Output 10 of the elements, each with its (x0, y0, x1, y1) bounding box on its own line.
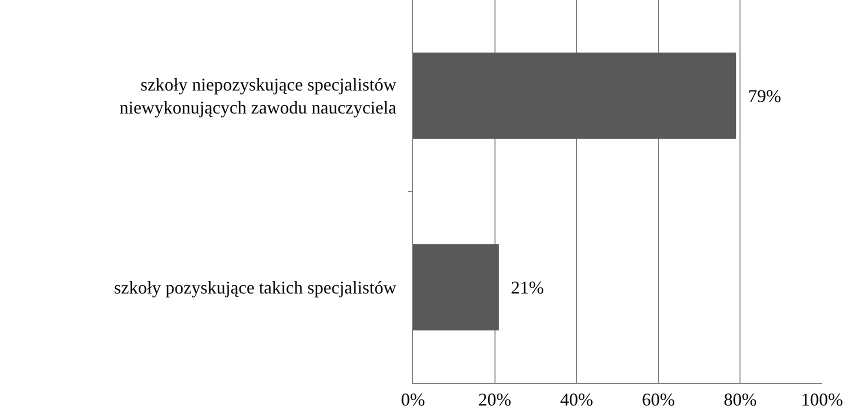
data-label: 21% (502, 277, 544, 298)
y-tick-label: szkoły pozyskujące takich specjalistów (114, 278, 396, 298)
x-tick-label: 80% (724, 390, 757, 409)
x-tick-label: 0% (401, 390, 425, 409)
x-tick-label: 40% (560, 390, 594, 409)
y-tick-label: szkoły niepozyskujące specjalistów niewykonujących zawodu nauczyciela (120, 74, 396, 118)
x-tick-label: 60% (642, 390, 675, 409)
data-label: 79% (739, 86, 782, 106)
x-tick-label: 20% (478, 390, 512, 409)
x-tick-label: 100% (801, 390, 843, 409)
